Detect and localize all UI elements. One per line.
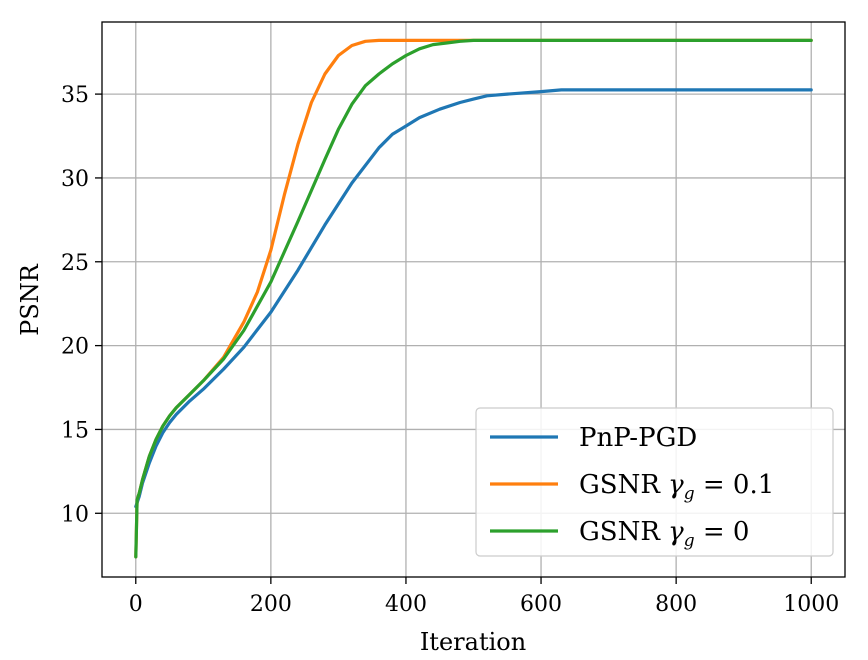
series-lines — [134, 38, 813, 559]
y-tick-label: 15 — [61, 418, 89, 443]
legend-suffix: = 0 — [695, 517, 750, 547]
legend-gamma: γ — [668, 470, 684, 500]
axis-ticks: 0 200 400 600 800 1000 10 15 20 25 30 35 — [61, 83, 839, 617]
y-tick-label: 35 — [61, 83, 89, 108]
x-tick-label: 0 — [129, 592, 143, 617]
legend-entry-1: GSNR γg = 0.1 — [579, 470, 774, 504]
x-tick-label: 400 — [385, 592, 427, 617]
plot-frame — [101, 21, 846, 578]
y-axis-label: PSNR — [16, 263, 44, 336]
legend-subscript: g — [684, 484, 695, 504]
y-tick-label: 25 — [61, 251, 89, 276]
x-tick-label: 800 — [655, 592, 697, 617]
legend-suffix: = 0.1 — [695, 470, 775, 500]
legend-entry-0: PnP-PGD — [579, 423, 697, 453]
series-line-0 — [134, 88, 813, 509]
legend-box — [475, 407, 834, 557]
series-line-2 — [134, 38, 813, 559]
grid-lines — [102, 22, 845, 577]
legend-gamma: γ — [668, 517, 684, 547]
legend-subscript: g — [684, 531, 695, 551]
x-axis-label: Iteration — [420, 628, 526, 656]
legend-text: GSNR — [579, 470, 668, 500]
legend-text: PnP-PGD — [579, 423, 697, 453]
x-tick-label: 1000 — [783, 592, 839, 617]
y-tick-label: 10 — [61, 502, 89, 527]
y-tick-label: 20 — [61, 335, 89, 360]
y-tick-label: 30 — [61, 167, 89, 192]
legend-text: GSNR — [579, 517, 668, 547]
x-tick-label: 600 — [520, 592, 562, 617]
x-tick-label: 200 — [250, 592, 292, 617]
legend-entry-2: GSNR γg = 0 — [579, 517, 749, 551]
